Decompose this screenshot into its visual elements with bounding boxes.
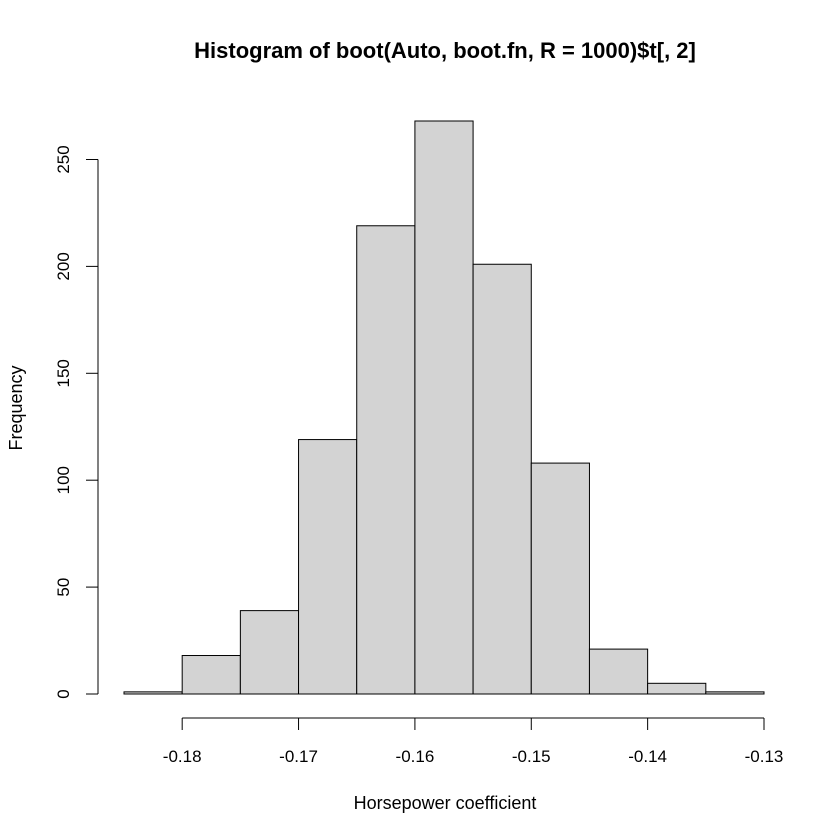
x-tick-label: -0.16 <box>396 747 435 766</box>
y-axis-label: Frequency <box>6 365 26 450</box>
histogram-bar <box>588 648 649 695</box>
chart-title: Histogram of boot(Auto, boot.fn, R = 100… <box>194 38 696 63</box>
histogram-bar <box>356 225 416 695</box>
histogram-bar <box>414 120 474 695</box>
bars-group <box>123 120 765 695</box>
y-tick-label: 0 <box>54 689 73 698</box>
histogram-bar <box>647 682 707 695</box>
histogram-bar <box>705 691 765 695</box>
histogram-bar <box>181 655 241 695</box>
histogram-bar <box>298 439 358 695</box>
x-axis: -0.18 -0.17 -0.16 -0.15 -0.14 -0.13 <box>163 717 784 766</box>
histogram-bar <box>123 691 183 695</box>
histogram-bar <box>239 610 300 695</box>
histogram-bar <box>472 263 532 695</box>
x-tick-label: -0.15 <box>512 747 551 766</box>
y-tick-label: 100 <box>54 466 73 494</box>
y-axis: 0 50 100 150 200 250 <box>54 145 99 699</box>
y-tick-label: 50 <box>54 578 73 597</box>
y-tick-label: 150 <box>54 359 73 387</box>
y-tick-label: 250 <box>54 145 73 173</box>
x-tick-label: -0.17 <box>279 747 318 766</box>
x-tick-label: -0.18 <box>163 747 202 766</box>
x-tick-label: -0.13 <box>745 747 784 766</box>
y-tick-label: 200 <box>54 252 73 280</box>
histogram-bar <box>530 462 590 695</box>
x-tick-label: -0.14 <box>628 747 667 766</box>
x-axis-label: Horsepower coefficient <box>354 793 537 813</box>
